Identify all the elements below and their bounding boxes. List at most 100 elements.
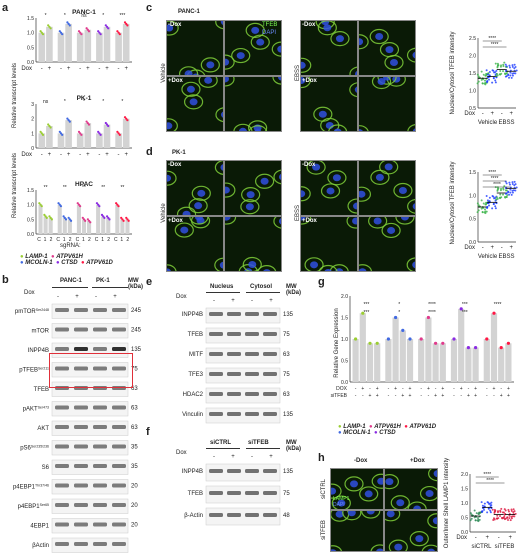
micrograph-cells (225, 22, 281, 70)
cell-outline (390, 495, 410, 509)
nucleus (301, 217, 306, 221)
cell-outline (359, 34, 369, 50)
data-point (67, 22, 70, 25)
nucleus (301, 190, 306, 198)
dot (487, 204, 490, 207)
c-veh-minus-dox: -Dox (168, 22, 182, 28)
nucleus (301, 61, 306, 69)
g-sig: *** (363, 302, 369, 308)
dot (514, 189, 517, 192)
dot (508, 64, 511, 67)
sig-label: ns (43, 99, 49, 105)
data-point (117, 31, 120, 34)
nucleus (331, 487, 337, 495)
dot (469, 519, 472, 522)
x-sgrna: C (114, 237, 118, 243)
sig-label: **** (483, 472, 491, 478)
x-sgrna: 1 (120, 237, 123, 243)
x-sgrna: C (56, 237, 60, 243)
bar (96, 204, 101, 234)
g-sig: **** (428, 310, 436, 316)
g-legend-ctsd: CTSD (379, 430, 396, 436)
e-dox-sign: - (251, 298, 253, 304)
x-sign: - (501, 111, 503, 117)
bar (84, 123, 92, 148)
bar (418, 339, 425, 382)
panel-label-e: e (146, 276, 153, 288)
dot (481, 504, 484, 507)
data-point (67, 216, 70, 219)
g-si-sign: - (460, 393, 462, 399)
blot-band (74, 503, 88, 507)
dot (512, 72, 515, 75)
dot (494, 71, 497, 74)
micrograph-cells (385, 511, 437, 551)
f-dox-sign: - (213, 454, 215, 460)
cell-outline (301, 186, 311, 202)
cell-outline (419, 485, 437, 502)
x-sgrna: 1 (82, 237, 85, 243)
nucleus (219, 261, 223, 269)
ytick: 0.5 (461, 516, 468, 522)
nucleus (225, 217, 231, 221)
cell-outline (370, 544, 383, 551)
f-dox-sign: + (231, 454, 235, 460)
dot (493, 511, 496, 514)
ytick: 1.0 (469, 89, 476, 95)
data-point (82, 218, 86, 221)
data-point (64, 218, 68, 221)
data-point (68, 218, 71, 221)
dot (513, 515, 516, 518)
chart-a-title-0: PANC-1 (72, 9, 96, 16)
blot-label: MITF (189, 352, 203, 358)
data-point (79, 205, 82, 208)
g-si-sign: + (441, 393, 444, 399)
g-dox-sign: + (474, 386, 477, 392)
dot (491, 508, 494, 511)
micrograph-cells (301, 217, 357, 271)
blot-mw: 245 (131, 328, 142, 334)
g-dox-sign: - (420, 386, 422, 392)
bar (103, 26, 111, 62)
blot-band (93, 405, 107, 410)
x-plus: + (105, 66, 109, 72)
c-ebss-minus-dox: -Dox (302, 22, 316, 28)
data-point (105, 215, 109, 218)
blot-band (263, 392, 277, 396)
dot (502, 65, 505, 68)
data-point (57, 202, 60, 205)
data-point (375, 341, 379, 345)
micrograph-h-sictrl-minus (330, 468, 384, 510)
sig-label: * (102, 99, 104, 105)
dot (494, 196, 497, 199)
cell-outline (379, 161, 399, 175)
f-dox-sign: + (269, 454, 273, 460)
cell-outline (388, 539, 408, 551)
x-sgrna: 2 (126, 237, 129, 243)
blot-band (227, 412, 241, 416)
cell-outline (304, 257, 324, 271)
x-sgrna: C (76, 237, 80, 243)
nucleus (376, 548, 383, 551)
cell-outline (306, 161, 326, 175)
blot-mw: 245 (131, 308, 142, 314)
nucleus (415, 535, 424, 543)
data-point (97, 203, 100, 206)
blot-band (93, 464, 107, 468)
x-minus: - (98, 152, 100, 158)
data-point (48, 124, 51, 128)
nucleus (318, 110, 327, 118)
x-sign: + (490, 111, 494, 117)
nucleus (246, 191, 255, 199)
g-dox-sign: + (409, 386, 412, 392)
micrograph-h-sitfeb-plus (384, 510, 438, 552)
data-point (118, 33, 121, 36)
x-plus: + (67, 152, 71, 158)
x-dox: Dox (464, 245, 475, 251)
blot-band (55, 366, 69, 371)
dot (511, 64, 514, 67)
nucleus (220, 111, 223, 118)
nucleus (427, 548, 435, 551)
data-point (39, 30, 42, 33)
x-plus: + (48, 66, 52, 72)
